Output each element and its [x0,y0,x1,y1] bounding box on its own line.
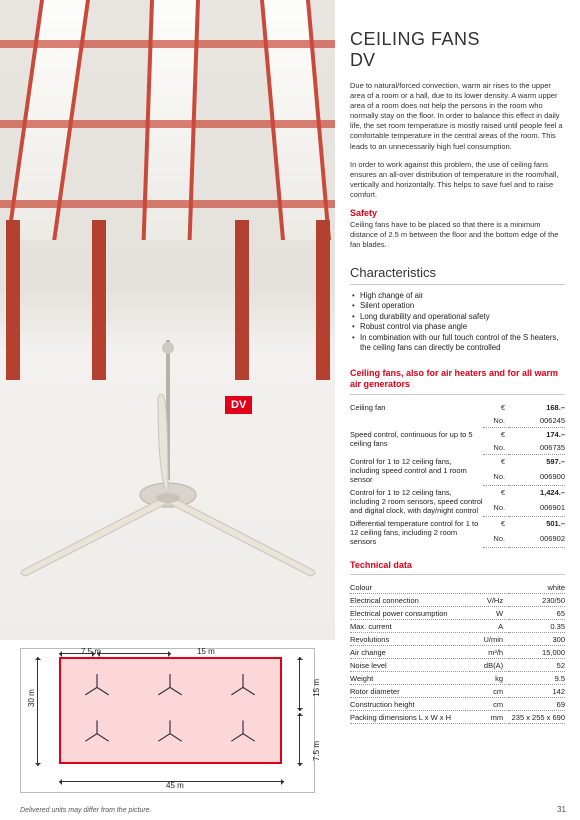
price-no: 006735 [509,441,565,455]
footer-note: Delivered units may differ from the pict… [20,807,152,814]
intro-paragraph-2: In order to work against this problem, t… [350,160,565,201]
price-desc: Speed control, continuous for up to 5 ce… [350,428,483,455]
char-item: High change of air [350,291,565,302]
price-value: 1,424.– [509,486,565,502]
char-item: Silent operation [350,301,565,312]
char-item: In combination with our full touch contr… [350,333,565,354]
price-no: 006901 [509,501,565,517]
no-label: No. [483,414,509,428]
price-desc: Ceiling fan [350,401,483,428]
price-value: 168.– [509,401,565,414]
dim-bottom: 45 m [166,781,184,790]
char-item: Long durability and operational safety [350,312,565,323]
char-item: Robust control via phase angle [350,322,565,333]
prices-heading: Ceiling fans, also for air heaters and f… [350,368,565,391]
page-title: CEILING FANS [350,30,565,50]
characteristics-list: High change of air Silent operation Long… [350,291,565,354]
price-no: 006245 [509,414,565,428]
dim-right-top: 15 m [312,679,321,697]
tech-table: Colourwhite Electrical connectionV/Hz230… [350,581,565,724]
layout-diagram: 7.5 m 15 m 30 m 15 m 7.5 m 45 m [20,648,315,793]
price-value: 501.– [509,517,565,533]
safety-text: Ceiling fans have to be placed so that t… [350,220,565,250]
page-subtitle: DV [350,50,565,71]
intro-paragraph-1: Due to natural/forced convection, warm a… [350,81,565,152]
dim-left: 30 m [27,689,36,707]
price-no: 006902 [509,532,565,548]
price-desc: Control for 1 to 12 ceiling fans, includ… [350,455,483,486]
euro-label: € [483,401,509,414]
tech-unit [470,581,509,594]
price-value: 174.– [509,428,565,442]
tech-value: white [509,581,565,594]
ceiling-fan-illustration [18,340,318,600]
hero-photo: DV [0,0,335,640]
page-number: 31 [557,805,566,814]
price-desc: Control for 1 to 12 ceiling fans, includ… [350,486,483,517]
safety-heading: Safety [350,208,565,218]
price-no: 006900 [509,470,565,486]
characteristics-heading: Characteristics [350,265,565,280]
dim-top-right: 15 m [197,647,215,656]
price-value: 597.– [509,455,565,471]
price-table: Ceiling fan € 168.– No.006245 Speed cont… [350,401,565,548]
price-desc: Differential temperature control for 1 t… [350,517,483,548]
tech-label: Colour [350,581,470,594]
dim-right-bottom: 7.5 m [312,741,321,761]
tech-heading: Technical data [350,560,565,570]
product-badge: DV [225,396,252,414]
